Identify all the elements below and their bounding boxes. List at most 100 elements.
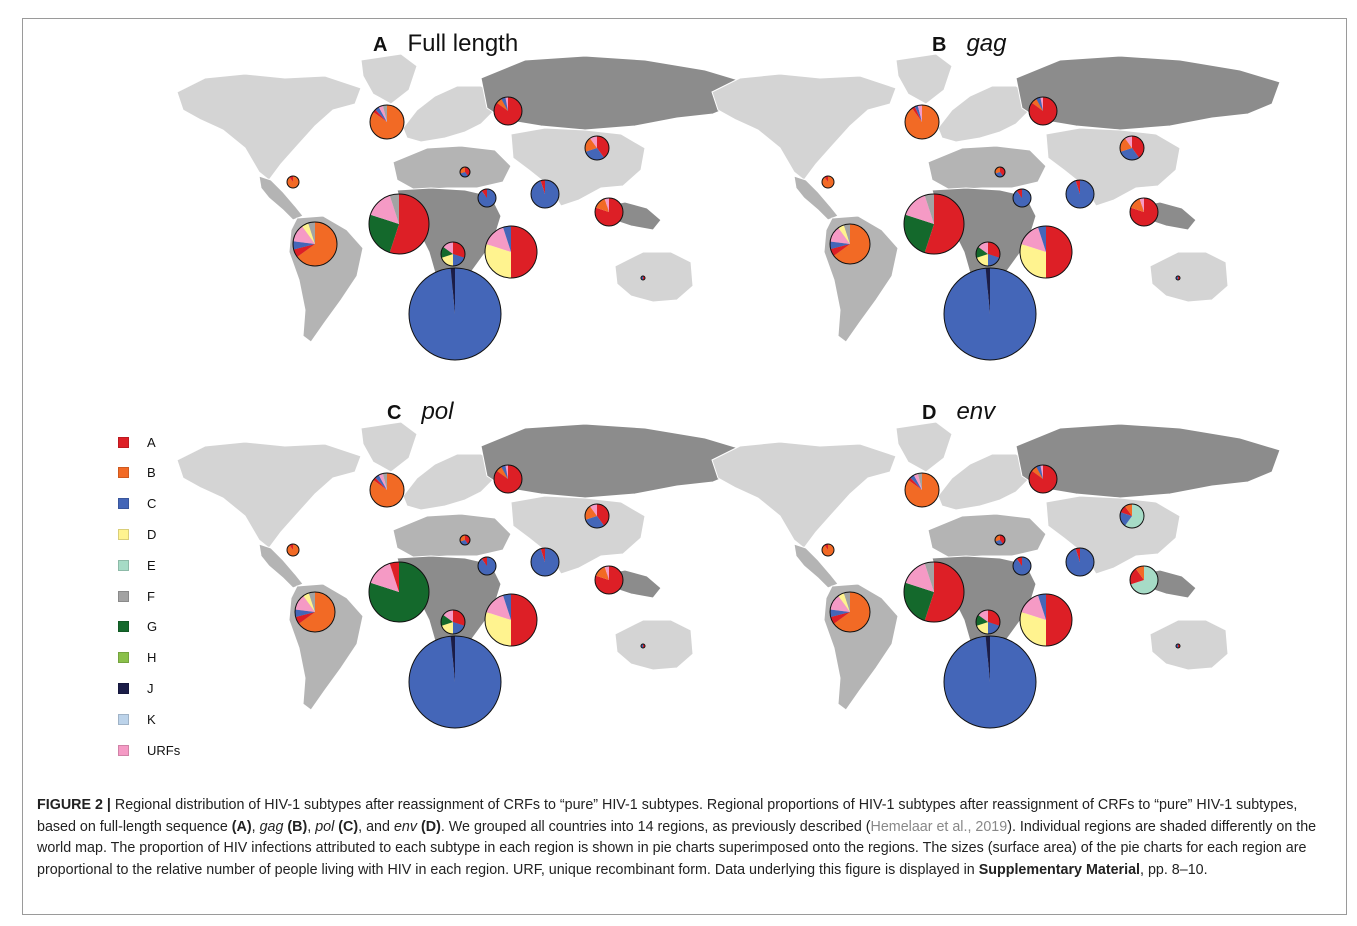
pie-slice — [459, 167, 465, 174]
pie-slice — [908, 477, 922, 490]
pie-slice — [502, 226, 511, 252]
region-pie — [584, 135, 610, 161]
region-pie — [903, 561, 965, 623]
region-shape — [176, 441, 362, 549]
pie-slice — [1075, 548, 1080, 562]
caption-ref-a: (A) — [231, 818, 252, 835]
region-pie — [1065, 179, 1095, 209]
pie-slice — [511, 226, 537, 278]
pie-slice — [1037, 594, 1046, 620]
supplementary-material-ref: Supplementary Material — [978, 861, 1141, 878]
pie-slice — [976, 622, 988, 634]
region-pie — [484, 593, 538, 647]
legend-item-j: J — [118, 678, 154, 698]
pie-slice — [822, 176, 835, 188]
pie-slice — [478, 189, 497, 207]
pie-slice — [389, 194, 430, 254]
pie-slice — [1046, 226, 1072, 278]
pie-slice — [540, 548, 545, 562]
legend-label: URFs — [147, 742, 181, 758]
region-pie — [994, 166, 1006, 178]
region-shape — [510, 495, 646, 575]
pie-outline — [493, 96, 523, 126]
pie-slice — [293, 226, 315, 244]
pie-outline — [943, 635, 1037, 729]
pie-slice — [1016, 189, 1022, 198]
region-pie — [1012, 188, 1032, 208]
pie-slice — [493, 465, 522, 493]
region-pie — [903, 193, 965, 255]
pie-outline — [368, 561, 430, 623]
pie-outline — [903, 561, 965, 623]
pie-slice — [481, 557, 487, 566]
region-pie — [493, 464, 523, 494]
legend-label: K — [147, 711, 156, 727]
pie-slice — [303, 592, 315, 612]
pie-outline — [459, 534, 471, 546]
pie-slice — [988, 242, 1000, 258]
legend-label: G — [147, 619, 158, 635]
pie-outline — [484, 225, 538, 279]
region-pie — [975, 241, 1001, 267]
pie-slice — [382, 104, 387, 122]
region-shape — [895, 421, 953, 473]
pie-slice — [838, 224, 850, 244]
pie-slice — [408, 636, 501, 728]
region-pie — [594, 197, 624, 227]
pie-outline — [440, 241, 466, 267]
region-pie — [904, 472, 940, 508]
region-shape — [360, 53, 418, 105]
pie-slice — [1120, 148, 1140, 160]
pie-slice — [496, 98, 508, 111]
pie-slice — [441, 254, 453, 266]
caption-text: , pp. 8–10. — [1140, 861, 1208, 878]
pie-slice — [976, 246, 988, 258]
pie-slice — [905, 473, 940, 507]
region-shape — [1015, 55, 1281, 131]
pie-slice — [924, 562, 965, 622]
region-pie — [459, 166, 471, 178]
pie-slice — [924, 194, 965, 254]
region-pie — [1119, 503, 1145, 529]
region-pie — [292, 221, 338, 267]
pie-slice — [833, 592, 870, 632]
caption-label: FIGURE 2 | — [37, 797, 111, 813]
pie-slice — [994, 535, 1000, 542]
region-pie — [994, 534, 1006, 546]
citation-link[interactable]: Hemelaar et al., 2019 — [870, 818, 1008, 835]
pie-outline — [1012, 556, 1032, 576]
caption-env: env — [393, 818, 417, 835]
region-pie — [904, 104, 940, 140]
pie-slice — [308, 592, 315, 612]
pie-slice — [830, 227, 850, 244]
region-shape — [360, 421, 418, 473]
pie-slice — [830, 595, 850, 612]
pie-outline — [904, 104, 940, 140]
panel-b-name: gag — [966, 30, 1007, 57]
legend-item-a: A — [118, 432, 156, 452]
pie-outline — [1012, 188, 1032, 208]
pie-slice — [994, 167, 1000, 174]
pie-slice — [589, 504, 597, 516]
pie-slice — [585, 138, 597, 152]
region-shape — [402, 85, 498, 143]
pie-slice — [1046, 594, 1072, 646]
pie-slice — [370, 195, 399, 224]
pie-outline — [1065, 547, 1095, 577]
pie-slice — [298, 592, 335, 632]
pie-slice — [905, 105, 940, 139]
legend-swatch — [118, 528, 129, 540]
region-pie — [829, 591, 871, 633]
region-shape — [1149, 251, 1229, 303]
pie-slice — [292, 241, 315, 250]
pie-slice — [597, 504, 609, 526]
pie-outline — [994, 166, 1006, 178]
pie-slice — [505, 465, 508, 479]
caption-ref-c: (C) — [338, 818, 359, 835]
pie-slice — [1130, 568, 1144, 585]
pie-slice — [370, 473, 405, 507]
legend-swatch — [118, 621, 129, 633]
pie-outline — [286, 175, 300, 189]
region-pie — [1129, 197, 1159, 227]
